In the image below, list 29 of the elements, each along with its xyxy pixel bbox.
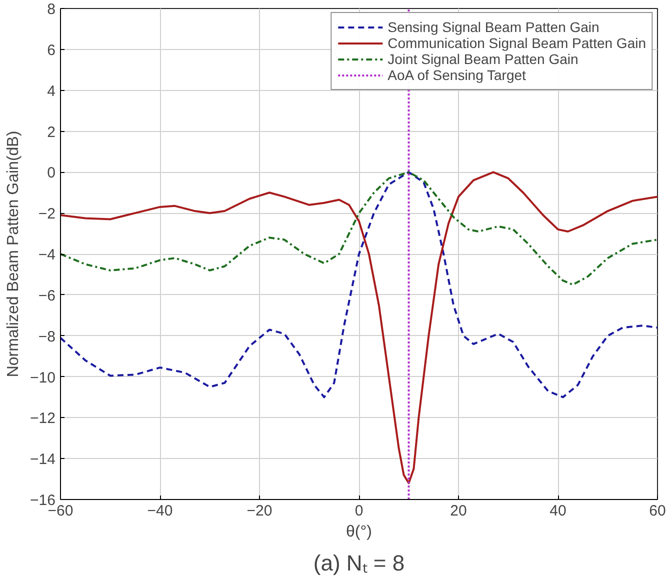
- legend-label: Communication Signal Beam Patten Gain: [388, 35, 646, 51]
- y-tick-label: 4: [47, 82, 56, 100]
- line-series: [60, 171, 658, 286]
- x-tick-label: −40: [147, 502, 173, 520]
- y-tick-label: −8: [38, 328, 56, 346]
- y-tick-label: 0: [47, 164, 56, 182]
- x-axis-title: θ(°): [346, 524, 372, 540]
- y-tick-label: −10: [30, 369, 56, 386]
- legend-label: Joint Signal Beam Patten Gain: [388, 51, 578, 67]
- y-tick-label: 6: [47, 42, 56, 59]
- x-tick-label: 60: [649, 502, 666, 520]
- y-tick-label: 2: [47, 124, 56, 141]
- x-tick-label: −20: [246, 502, 272, 520]
- ref-line-label: AoA of Sensing Target: [388, 67, 526, 83]
- y-tick-label: 8: [47, 1, 56, 18]
- y-tick-label: −2: [38, 206, 56, 223]
- line-series: [60, 171, 658, 398]
- x-tick-label: 0: [354, 502, 364, 520]
- x-tick-label: 40: [550, 502, 566, 520]
- line-series: [60, 171, 658, 484]
- y-axis-title: Normalized Beam Patten Gain(dB): [5, 130, 22, 378]
- text: (a) Nₜ = 8: [313, 550, 405, 576]
- y-tick-label: −6: [38, 287, 56, 304]
- y-tick-label: −4: [38, 246, 56, 264]
- y-tick-label: −14: [30, 451, 56, 468]
- y-tick-label: −12: [30, 410, 56, 428]
- legend-label: Sensing Signal Beam Patten Gain: [388, 19, 600, 35]
- x-tick-label: 20: [450, 502, 467, 520]
- y-tick-label: −16: [30, 492, 56, 509]
